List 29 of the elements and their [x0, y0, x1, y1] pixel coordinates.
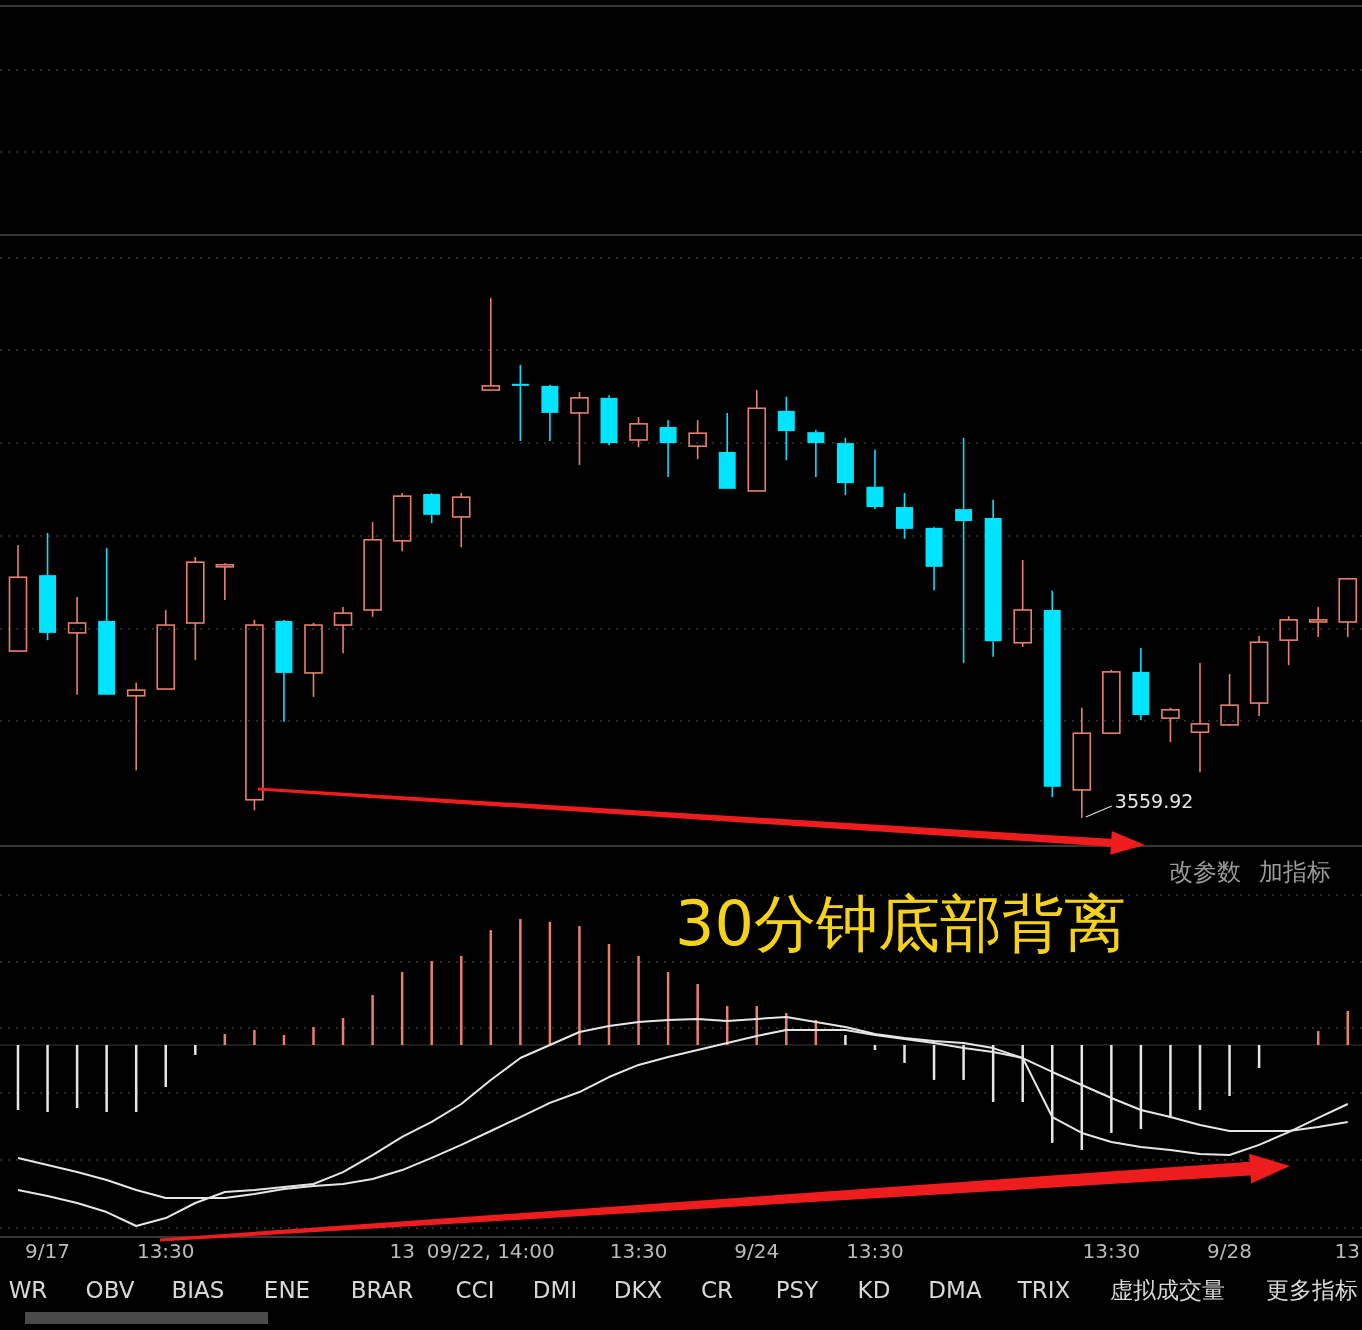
x-tick-label: 13 — [389, 1239, 415, 1263]
x-tick-label: 13:30 — [609, 1239, 668, 1263]
x-tick-label: 13:30 — [1082, 1239, 1141, 1263]
text: CR — [700, 1277, 734, 1303]
x-tick-label: 9/17 — [25, 1239, 71, 1263]
text: OBV — [85, 1277, 135, 1303]
text: BRAR — [350, 1277, 414, 1303]
text: CCI — [455, 1277, 495, 1303]
text: 加指标 — [1259, 858, 1331, 886]
annotation: 30分钟底部背离 — [675, 887, 1126, 960]
x-tick-label: 9/28 — [1207, 1239, 1253, 1263]
text: DMI — [532, 1277, 578, 1303]
text: 更多指标 — [1266, 1277, 1358, 1303]
x-tick-label: 13 — [1334, 1239, 1360, 1263]
x-tick-label: 09/22, 14:00 — [426, 1239, 555, 1263]
text: WR — [8, 1277, 48, 1303]
text: DMA — [928, 1277, 982, 1303]
text: PSY — [775, 1277, 820, 1303]
x-tick-label: 13:30 — [846, 1239, 904, 1263]
x-tick-label: 13:30 — [136, 1239, 195, 1263]
text: 虚拟成交量 — [1109, 1277, 1225, 1303]
text: BIAS — [171, 1277, 225, 1303]
x-tick-label: 9/24 — [734, 1239, 780, 1263]
text: KD — [857, 1277, 891, 1303]
text: ENE — [263, 1277, 311, 1303]
text: DKX — [613, 1277, 663, 1303]
text: TRIX — [1016, 1277, 1071, 1303]
text: 改参数 — [1169, 858, 1241, 886]
annotation: 3559.92 — [1114, 790, 1194, 812]
